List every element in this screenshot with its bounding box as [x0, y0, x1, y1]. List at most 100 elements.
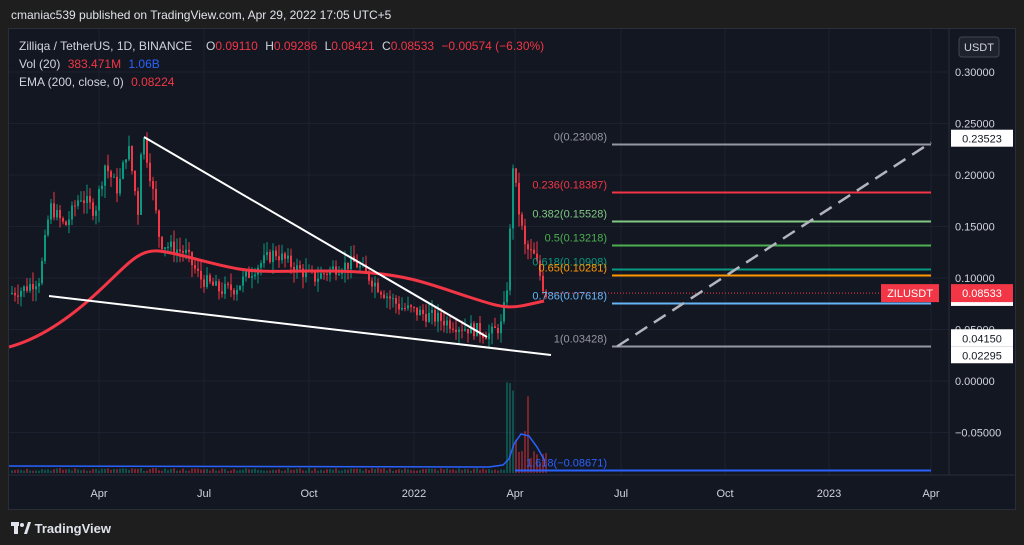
volume-bar [356, 468, 358, 473]
volume-bar [395, 469, 397, 473]
volume-bar [119, 468, 121, 473]
fib-level-label: 0.786(0.07618) [532, 291, 607, 303]
candle-body [431, 310, 433, 313]
candle-body [26, 286, 28, 291]
volume-bar [380, 468, 382, 473]
candle-body [281, 253, 283, 261]
candle-body [392, 298, 394, 300]
price-chart[interactable]: 0(0.23008) 0.236(0.18387) 0.382(0.15528) 0.… [8, 29, 1015, 509]
volume-bar [437, 470, 439, 473]
price-scale-tag: 0.23523 [951, 129, 1013, 147]
candle-body [86, 196, 88, 204]
candle-body [266, 251, 268, 256]
candle-body [17, 295, 19, 297]
currency-badge[interactable]: USDT [958, 36, 1000, 58]
time-axis[interactable]: Apr Jul Oct 2022 Apr Jul Oct 2023 Apr [90, 488, 939, 500]
x-tick-label: 2022 [402, 488, 426, 500]
candle-body [530, 249, 532, 251]
candle-body [167, 246, 169, 248]
volume-bar [80, 470, 82, 473]
candle-body [188, 249, 190, 253]
volume-bar [260, 470, 262, 473]
x-tick-label: Oct [300, 488, 317, 500]
candle-body [59, 209, 61, 219]
trend-lines [48, 136, 552, 356]
volume-bar [413, 470, 415, 473]
candle-body [251, 276, 253, 278]
volume-bar [173, 468, 175, 473]
volume-bar [146, 470, 148, 473]
volume-bar [122, 468, 124, 473]
volume-bar [236, 470, 238, 473]
candle-body [179, 249, 181, 252]
candle-body [539, 260, 541, 276]
volume-bar [416, 470, 418, 473]
x-tick-label: Apr [922, 488, 939, 500]
ema-legend: EMA (200, close, 0) 0.08224 [19, 75, 175, 89]
volume-bar [305, 470, 307, 473]
candle-body [464, 328, 466, 331]
chart-frame[interactable]: 0(0.23008) 0.236(0.18387) 0.382(0.15528) 0.… [8, 28, 1016, 510]
volume-bar [314, 468, 316, 473]
candle-body [299, 265, 301, 269]
ema-value: 0.08224 [131, 75, 175, 89]
candle-body [215, 281, 217, 286]
volume-bar [428, 468, 430, 473]
candle-body [287, 255, 289, 259]
tradingview-logo[interactable]: TradingView [11, 521, 111, 536]
volume-bar [491, 470, 493, 473]
price-scale-tag: 0.02295 [951, 346, 1013, 364]
candle-body [485, 337, 487, 340]
volume-bar [398, 469, 400, 473]
candle-body [398, 303, 400, 310]
candle-body [401, 308, 403, 310]
volume-bar [347, 469, 349, 473]
volume-bar [41, 469, 43, 473]
volume-bar [479, 469, 481, 473]
candle-body [545, 291, 547, 298]
candle-body [509, 228, 511, 291]
candle-body [407, 305, 409, 309]
x-tick-label: Apr [90, 488, 107, 500]
candle-body [278, 256, 280, 261]
volume-bar [239, 470, 241, 473]
candle-body [161, 236, 163, 249]
candle-body [44, 234, 46, 262]
volume-bar [503, 469, 505, 473]
volume-bar [350, 468, 352, 473]
candle-body [491, 326, 493, 334]
candle-body [296, 265, 298, 273]
volume-bar [17, 469, 19, 473]
candle-body [23, 286, 25, 291]
candle-body [350, 256, 352, 270]
volume-bar [272, 469, 274, 473]
volume-bar [23, 470, 25, 473]
candle-body [515, 168, 517, 183]
candle-body [533, 249, 535, 254]
volume-bar [497, 470, 499, 473]
price-scale-tag-text: 0.02295 [962, 350, 1002, 362]
candle-body [182, 251, 184, 253]
candle-body [374, 282, 376, 287]
volume-label: Vol (20) [19, 57, 60, 71]
volume-bar [488, 469, 490, 473]
volume-bar [158, 470, 160, 473]
volume-bar [212, 468, 214, 473]
volume-bar [266, 470, 268, 473]
candle-body [248, 271, 250, 278]
volume-bar [59, 468, 61, 473]
volume-bar [530, 458, 532, 473]
volume-bar [32, 470, 34, 473]
volume-bar [335, 468, 337, 473]
candle-body [317, 278, 319, 282]
volume-avg-value: 1.06B [128, 57, 159, 71]
volume-bar [392, 470, 394, 473]
candle-body [68, 219, 70, 226]
x-tick-label: Apr [506, 488, 523, 500]
candle-body [200, 270, 202, 280]
candle-body [461, 329, 463, 331]
candle-body [359, 265, 361, 268]
candle-body [428, 312, 430, 322]
candle-body [395, 298, 397, 304]
symbol-price-tag: ZILUSDT 0.08533 [881, 284, 1013, 303]
